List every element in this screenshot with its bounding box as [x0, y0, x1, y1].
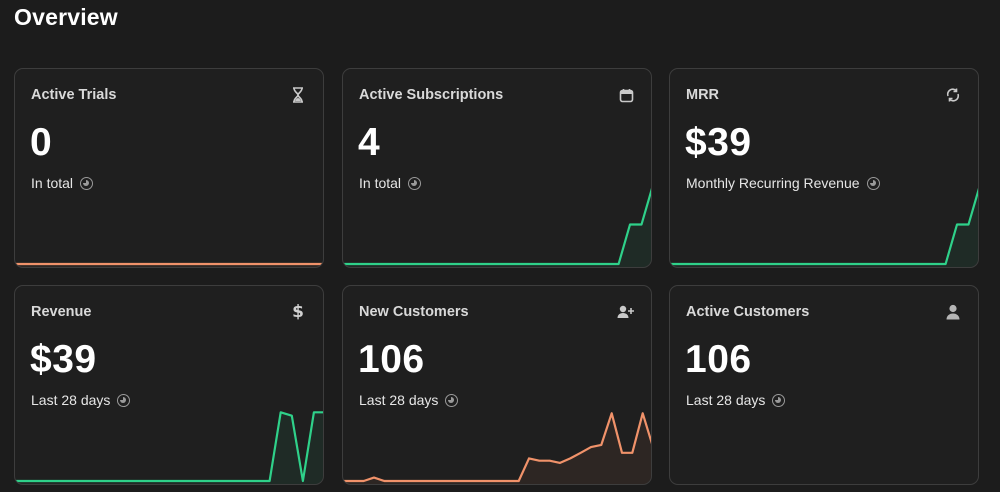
sparkline-line	[343, 412, 651, 483]
card-subtitle: Monthly Recurring Revenue	[686, 175, 880, 191]
card-value: 4	[358, 121, 381, 164]
card-active-customers[interactable]: Active Customers 106 Last 28 days	[669, 285, 979, 485]
sparkline-line	[670, 187, 978, 266]
card-active-trials[interactable]: Active Trials 0 In total	[14, 68, 324, 268]
card-active-subscriptions[interactable]: Active Subscriptions 4 In total	[342, 68, 652, 268]
card-title: Active Trials	[31, 87, 117, 103]
info-icon[interactable]	[772, 393, 786, 407]
sparkline	[343, 412, 651, 484]
card-title: MRR	[686, 87, 720, 103]
info-icon[interactable]	[408, 176, 422, 190]
card-subtitle: In total	[359, 175, 422, 191]
card-subtitle-text: In total	[31, 175, 74, 191]
sparkline	[15, 262, 323, 267]
hourglass-icon	[289, 86, 307, 104]
user-plus-icon	[617, 303, 635, 321]
info-icon[interactable]	[80, 176, 94, 190]
card-value: $39	[30, 338, 97, 381]
info-icon[interactable]	[866, 176, 880, 190]
card-subtitle: Last 28 days	[31, 392, 131, 408]
user-icon	[944, 303, 962, 321]
card-value: 106	[358, 338, 425, 381]
card-subtitle-text: Monthly Recurring Revenue	[686, 175, 860, 191]
card-revenue[interactable]: Revenue $ $39 Last 28 days	[14, 285, 324, 485]
dollar-icon: $	[292, 302, 304, 322]
card-value: 0	[30, 121, 53, 164]
card-subtitle-text: Last 28 days	[686, 392, 766, 408]
card-subtitle-text: Last 28 days	[31, 392, 111, 408]
card-subtitle: In total	[31, 175, 94, 191]
sparkline	[15, 411, 323, 484]
refresh-icon	[944, 86, 962, 104]
calendar-icon	[617, 86, 635, 104]
card-title: Active Subscriptions	[359, 87, 504, 103]
card-title: New Customers	[359, 304, 469, 320]
info-icon[interactable]	[445, 393, 459, 407]
info-icon[interactable]	[117, 393, 131, 407]
sparkline	[670, 187, 978, 267]
card-title: Revenue	[31, 304, 92, 320]
card-subtitle: Last 28 days	[359, 392, 459, 408]
card-value: $39	[685, 121, 752, 164]
card-subtitle: Last 28 days	[686, 392, 786, 408]
card-subtitle-text: In total	[359, 175, 402, 191]
sparkline	[343, 187, 651, 267]
card-value: 106	[685, 338, 752, 381]
card-new-customers[interactable]: New Customers 106 Last 28 days	[342, 285, 652, 485]
sparkline-area	[343, 191, 651, 267]
sparkline-area	[15, 412, 323, 484]
card-mrr[interactable]: MRR $39 Monthly Recurring Revenue	[669, 68, 979, 268]
sparkline-area	[670, 191, 978, 267]
sparkline-line	[343, 187, 651, 266]
page-title: Overview	[14, 4, 118, 30]
card-title: Active Customers	[686, 304, 810, 320]
sparkline-line	[15, 411, 323, 483]
sparkline-area	[343, 413, 651, 484]
card-subtitle-text: Last 28 days	[359, 392, 439, 408]
